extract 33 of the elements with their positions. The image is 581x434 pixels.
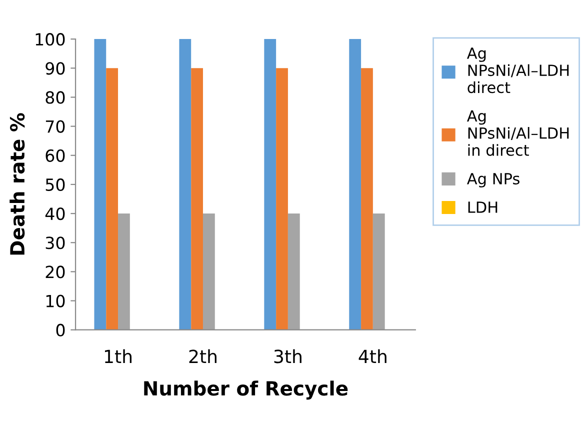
bar (372, 214, 385, 330)
y-tick-label: 40 (45, 207, 65, 220)
legend-label: Ag NPsNi/Al–LDH direct (466, 48, 569, 94)
y-tick-label: 90 (46, 62, 65, 75)
y-tick-label: 10 (46, 294, 65, 308)
y-tick-label: 60 (46, 149, 65, 162)
bar (106, 68, 118, 330)
y-tick-label: 30 (46, 236, 65, 250)
x-tick-label: 2th (189, 349, 216, 364)
bar (202, 214, 215, 330)
bar (264, 39, 276, 330)
legend-label: Ag NPs (466, 173, 520, 188)
x-tick-label: 3th (274, 349, 302, 364)
y-tick-label: 70 (46, 120, 65, 133)
bar (179, 39, 192, 330)
bar (191, 68, 203, 330)
legend-label: LDH (468, 202, 498, 213)
bar (349, 39, 362, 330)
x-axis-title: Number of Recycle (144, 380, 348, 400)
bar (118, 214, 130, 330)
x-tick-label: 4th (358, 349, 386, 364)
y-axis-title: Death rate % (10, 113, 25, 255)
y-tick-label: 50 (46, 178, 65, 192)
legend-label: Ag NPsNi/Al–LDH in direct (466, 110, 569, 156)
y-tick-label: 20 (46, 266, 65, 278)
y-tick-label: 0 (56, 324, 65, 336)
bar (276, 68, 288, 330)
bar (361, 68, 373, 330)
y-tick-label: 100 (36, 33, 65, 46)
bar (288, 214, 300, 330)
bar (94, 39, 106, 330)
x-tick-label: 1th (104, 349, 132, 364)
y-tick-label: 80 (46, 91, 65, 104)
